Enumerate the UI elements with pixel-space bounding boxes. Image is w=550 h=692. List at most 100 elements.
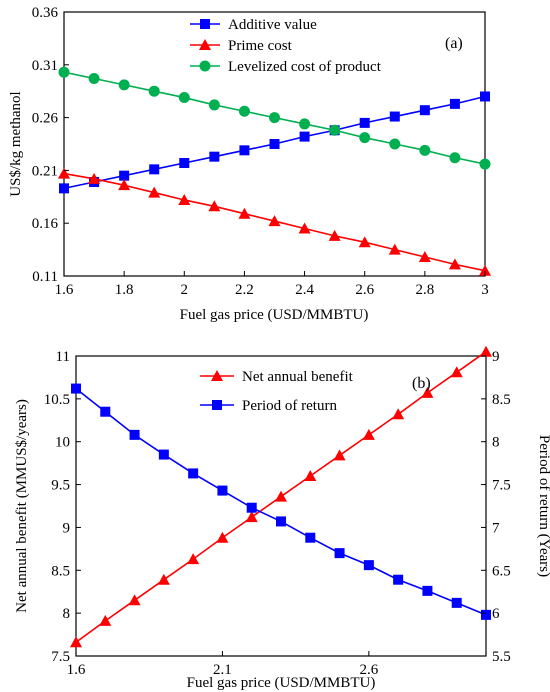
panel-b-y2-tick-label: 6.5	[492, 563, 511, 579]
panel-a-data-point	[179, 158, 190, 169]
panel-b-y2-tick-label: 8	[492, 435, 500, 451]
panel-b-data-point	[480, 345, 492, 357]
panel-b-series-line	[75, 387, 487, 616]
panel-a-data-point	[148, 186, 161, 198]
panel-a-y-tick-label: 0.11	[32, 269, 58, 285]
panel-a-data-point	[148, 85, 160, 97]
panel-a-data-point	[299, 118, 311, 130]
panel-b-data-point	[216, 531, 229, 543]
panel-b-y2-axis-label: Period of return (Years)	[536, 435, 550, 577]
panel-b-data-point	[334, 548, 345, 559]
panel-b-data-point	[246, 502, 257, 513]
panel-b-y-axis-label: Net annual benefit (MMUS$/years)	[14, 399, 30, 613]
panel-a-data-point	[58, 66, 70, 78]
panel-a-data-point	[479, 158, 491, 170]
panel-b-data-point	[128, 594, 141, 606]
panel-a-data-point	[449, 98, 460, 109]
panel-a-legend-label: Additive value	[228, 17, 317, 33]
panel-b-data-point	[158, 449, 169, 460]
panel-a-data-point	[178, 193, 191, 205]
panel-b-data-point	[245, 511, 258, 523]
panel-b-label: (b)	[412, 375, 431, 392]
panel-b-y-tick-label: 11	[56, 349, 70, 365]
panel-b-x-tick-label: 2.1	[213, 662, 232, 678]
panel-a-data-point	[359, 117, 370, 128]
panel-a-data-point	[388, 243, 401, 255]
panel-a-marks	[58, 66, 491, 276]
panel-a-ticks: 1.6 1.8 2 2.2 2.4 2.6 2.8 3 0.11 0.16 0.21 0.26 0.31…	[32, 5, 489, 298]
panel-a-y-tick-label: 0.36	[32, 5, 59, 21]
panel-a-x-tick-label: 2.2	[235, 282, 254, 298]
panel-b-y-tick-label: 9	[63, 520, 71, 536]
panel-b-data-point	[217, 485, 228, 496]
panel-b-legend-marker	[212, 400, 222, 410]
panel-a-y-axis-label: US$/kg methanol	[8, 91, 24, 196]
panel-a-data-point	[208, 99, 220, 111]
panel-b-data-point	[305, 532, 316, 543]
panel-b: 1.6 2.1 2.6 7.5 8 8.5 9 9.5 10 10.5 11 5.5 6 6.5 7 7.5 8…	[14, 345, 550, 691]
panel-a-x-tick-label: 1.8	[115, 282, 134, 298]
panel-a-data-point	[480, 91, 490, 102]
panel-a-x-tick-label: 1.6	[55, 282, 74, 298]
panel-b-y-tick-label: 10.5	[44, 392, 70, 408]
panel-b-data-point	[129, 429, 140, 440]
panel-a-data-point	[299, 131, 310, 142]
panel-a-data-point	[178, 92, 190, 104]
panel-a-data-point	[358, 236, 371, 248]
panel-a-data-point	[298, 222, 311, 234]
panel-a-data-point	[59, 183, 69, 194]
panel-a-data-point	[209, 151, 220, 162]
panel-b-y2-tick-label: 7.5	[492, 478, 511, 494]
panel-a-x-tick-label: 3	[481, 282, 489, 298]
panel-b-data-point	[481, 609, 491, 620]
panel-b-plot-frame	[75, 355, 487, 657]
panel-b-y-tick-label: 7.5	[51, 649, 70, 665]
panel-b-data-point	[275, 490, 287, 502]
panel-b-data-point	[451, 597, 462, 608]
panel-a-data-point	[329, 124, 341, 136]
panel-a-data-point	[208, 200, 221, 212]
panel-a-data-point	[419, 144, 431, 156]
panel-a-data-point	[419, 105, 430, 116]
panel-a-data-point	[269, 112, 280, 124]
panel-a-x-tick-label: 2.6	[355, 282, 374, 298]
panel-a-data-point	[58, 167, 70, 179]
panel-b-legend-label: Period of return	[242, 398, 337, 414]
panel-b-y2-tick-label: 5.5	[492, 649, 511, 665]
panel-b-legend-marker	[211, 370, 223, 381]
panel-a-data-point	[418, 250, 431, 262]
panel-b-marks	[70, 345, 492, 648]
panel-b-y-tick-label: 10	[55, 435, 70, 451]
panel-a-data-point	[118, 179, 131, 191]
panel-b-data-point	[276, 516, 286, 527]
panel-b-legend-label: Net annual benefit	[242, 369, 354, 385]
panel-a-data-point	[359, 132, 371, 144]
panel-b-data-point	[99, 614, 112, 626]
panel-a-y-tick-label: 0.26	[32, 111, 59, 127]
panel-a-plot-frame	[63, 11, 486, 277]
panel-b-x-tick-label: 1.6	[67, 662, 86, 678]
panel-a-data-point	[269, 139, 280, 149]
panel-a-legend-label: Levelized cost of product	[228, 59, 382, 75]
panel-a-data-point	[448, 258, 461, 270]
panel-b-data-point	[187, 553, 200, 565]
panel-a: 1.6 1.8 2 2.2 2.4 2.6 2.8 3 0.11 0.16 0.21 0.26 0.31…	[8, 5, 491, 323]
panel-b-y2-tick-label: 7	[492, 520, 500, 536]
panel-a-data-point	[88, 172, 101, 184]
panel-b-data-point	[393, 574, 404, 585]
panel-a-data-point	[449, 152, 461, 164]
panel-a-data-point	[268, 215, 281, 227]
panel-a-data-point	[479, 264, 491, 276]
panel-b-data-point	[333, 449, 346, 461]
panel-a-data-point	[389, 138, 401, 150]
panel-b-legend: Net annual benefit Period of return	[200, 369, 354, 414]
panel-a-data-point	[88, 73, 100, 85]
panel-b-data-point	[422, 585, 433, 596]
panel-a-y-tick-label: 0.31	[32, 58, 58, 74]
panel-a-x-tick-label: 2.8	[415, 282, 434, 298]
panel-a-data-point	[149, 164, 160, 175]
panel-b-data-point	[421, 386, 434, 398]
panel-b-data-point	[188, 468, 199, 479]
panel-b-y-tick-label: 8	[63, 606, 71, 622]
